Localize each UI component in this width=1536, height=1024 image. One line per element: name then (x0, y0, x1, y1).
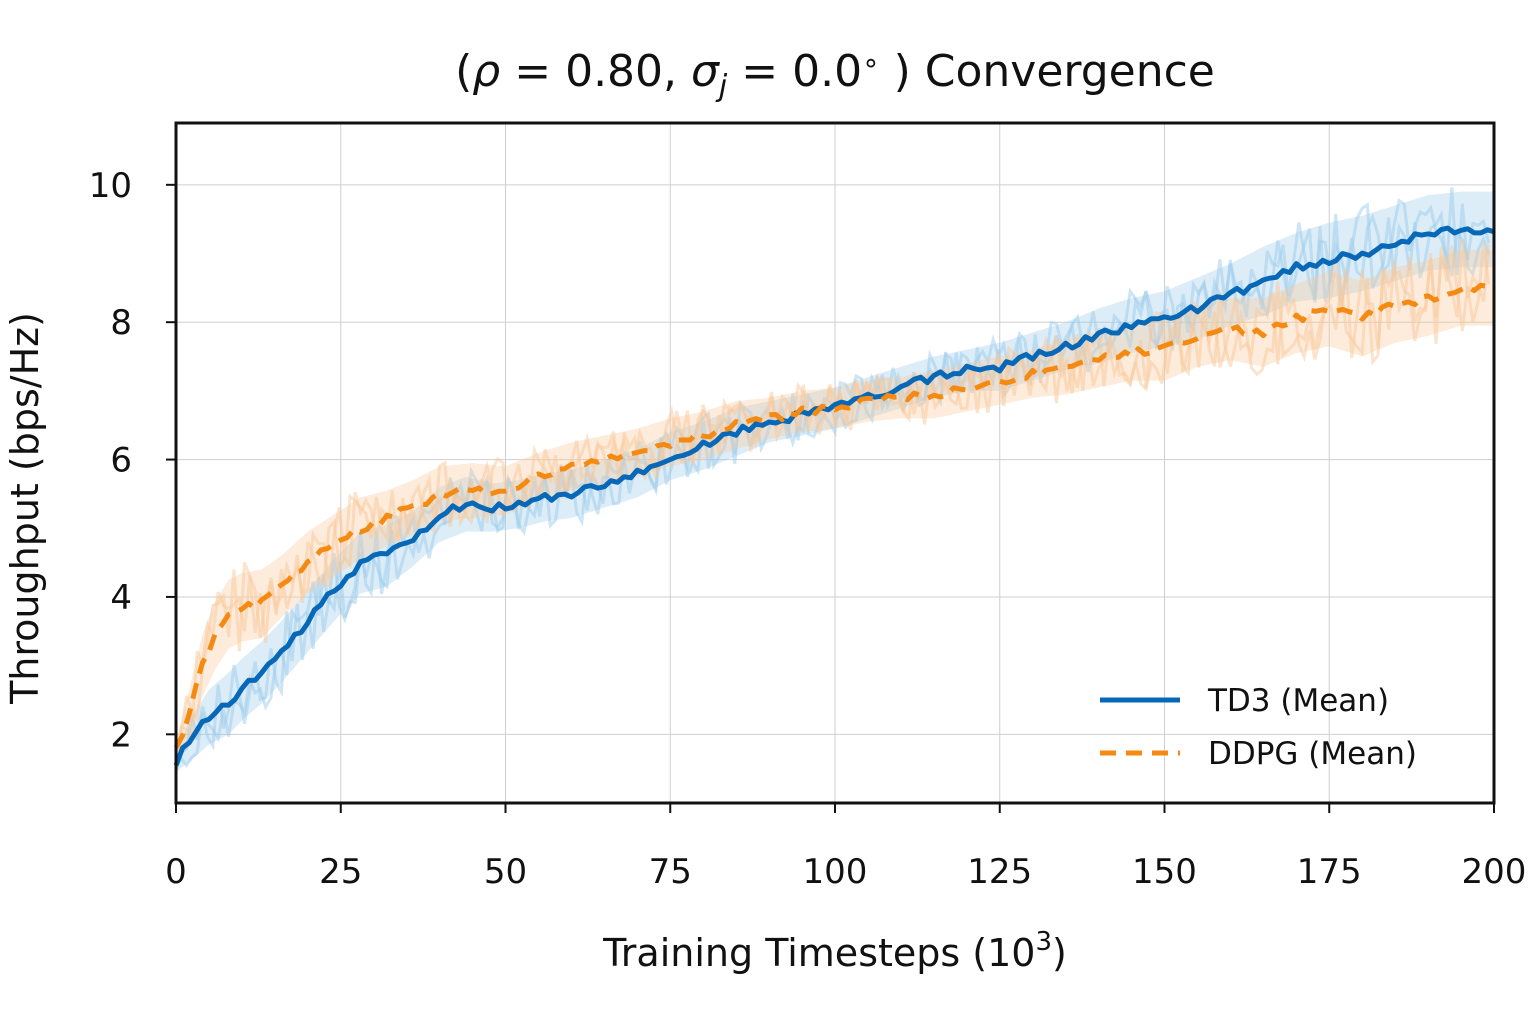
x-tick-label: 50 (484, 852, 527, 892)
axis-ticks: 0 25 50 75 100 125 150 175 200 2 4 6 8 10 (89, 166, 1527, 892)
ddpg-raw-trace (174, 242, 1491, 761)
legend-label-td3: TD3 (Mean) (1207, 683, 1389, 719)
ddpg-mean-line (173, 282, 1495, 749)
x-tick-label: 150 (1132, 852, 1197, 892)
series-lines (173, 225, 1495, 767)
y-tick-label: 10 (89, 166, 132, 206)
x-tick-label: 25 (319, 852, 362, 892)
y-tick-label: 2 (110, 715, 132, 755)
y-tick-label: 8 (110, 303, 132, 343)
x-tick-label: 100 (803, 852, 868, 892)
x-tick-label: 200 (1462, 852, 1527, 892)
variance-bands (174, 187, 1494, 773)
y-tick-label: 6 (110, 441, 132, 481)
chart-title: (ρ = 0.80, σj = 0.0∘ ) Convergence (455, 46, 1215, 104)
x-tick-label: 75 (649, 852, 692, 892)
legend: TD3 (Mean) DDPG (Mean) (1100, 683, 1417, 772)
x-tick-label: 125 (967, 852, 1032, 892)
td3-mean-line (173, 225, 1495, 767)
y-axis-label: Throughput (bps/Hz) (3, 312, 47, 705)
ddpg-variance-band (176, 250, 1494, 762)
x-tick-label: 0 (165, 852, 187, 892)
x-tick-label: 175 (1297, 852, 1362, 892)
grid-lines (176, 123, 1494, 803)
x-axis-label: Training Timesteps (103) (602, 927, 1067, 975)
y-tick-label: 4 (110, 578, 132, 618)
legend-label-ddpg: DDPG (Mean) (1208, 736, 1417, 772)
